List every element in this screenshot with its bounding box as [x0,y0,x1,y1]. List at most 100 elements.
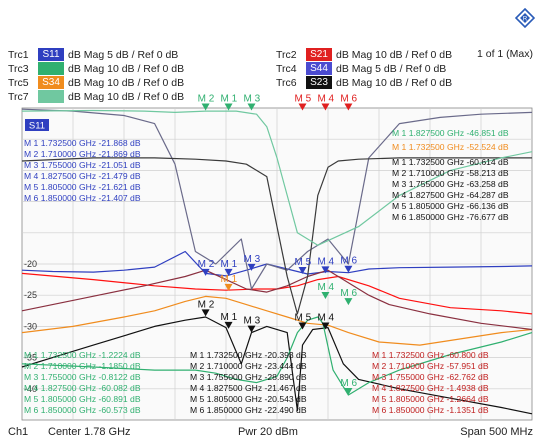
trace-param-badge: S23 [306,76,332,89]
trace-param-badge: S34 [38,76,64,89]
marker-symbol [321,322,330,330]
marker-label: M 6 [340,378,357,389]
svg-text:R: R [523,17,528,23]
marker-symbol [224,283,233,291]
marker-symbol [224,103,233,111]
trace-line-4 [21,272,533,315]
trace-name: Trc3 [8,63,29,75]
marker-readout-tables: M 1 1.732500 GHz -21.868 dBM 2 1.710000 … [24,128,509,415]
status-footer: Ch1 Center 1.78 GHz Pwr 20 dBm Span 500 … [0,424,545,444]
grid-lines [22,108,532,420]
trace-settings: dB Mag 10 dB / Ref 0 dB [68,63,185,75]
marker-readout-row: M 4 1.827500 GHz -21.479 dB [24,171,141,181]
legend-trace-trc1[interactable]: Trc1 S11 dB Mag 5 dB / Ref 0 dB [8,48,178,62]
marker-label: M 6 [340,256,357,267]
marker-readout-row: M 1 1.732500 GHz -52.524 dB [392,142,509,152]
marker-label: M 3 [244,316,261,327]
marker-label: M 2 [198,259,215,270]
marker-label: M 1 [221,259,238,270]
display-range-label: 1 of 1 (Max) [476,48,533,60]
active-trace-label: S11 [29,121,45,132]
marker-label: M 3 [244,93,261,104]
trace-param-badge: S44 [306,62,332,75]
marker-readout-row: M 2 1.710000 GHz -23.444 dB [190,361,307,371]
trace-name: Trc2 [276,49,297,61]
marker-label: M 4 [317,313,334,324]
marker-symbol [247,325,256,333]
marker-label: M 5 [295,313,312,324]
legend-trace-trc5[interactable]: Trc5 S34 dB Mag 10 dB / Ref 0 dB [8,76,184,90]
legend-trace-trc6[interactable]: Trc6 S23 dB Mag 10 dB / Ref 0 dB [276,76,452,90]
marker-symbol [201,309,210,317]
legend-trace-trc7[interactable]: Trc7 dB Mag 10 dB / Ref 0 dB [8,90,184,104]
trace-param-badge [38,62,64,75]
rohde-schwarz-logo-icon: R [515,8,535,28]
marker-label: M 5 [295,257,312,268]
marker-readout-row: M 3 1.755000 GHz -28.890 dB [190,372,307,382]
power-level: Pwr 20 dBm [238,426,298,438]
marker-symbol [224,321,233,329]
marker-readout-row: M 5 1.805000 GHz -66.136 dB [392,201,509,211]
marker-label: M 4 [317,93,334,104]
marker-symbol [344,265,353,273]
marker-readout-row: M 4 1.827500 GHz -1.4938 dB [372,383,489,393]
trace-name: Trc6 [276,77,297,89]
trace-legend: Trc1 S11 dB Mag 5 dB / Ref 0 dB Trc2 S21 dB M… [8,48,538,108]
marker-readout-row: M 4 1.827500 GHz -21.467 dB [190,383,307,393]
marker-readout-row: M 5 1.805000 GHz -20.543 dB [190,394,307,404]
marker-label: M 4 [317,282,334,293]
trace-line-5 [21,269,533,331]
trace-settings: dB Mag 5 dB / Ref 0 dB [336,63,447,75]
marker-symbol [344,103,353,111]
trace-name: Trc4 [276,63,297,75]
marker-symbol [344,388,353,396]
marker-label: M 2 [198,299,215,310]
trace-name: Trc5 [8,77,29,89]
marker-readout-row: M 4 1.827500 GHz -60.082 dB [24,383,141,393]
marker-symbol [224,268,233,276]
trace-lines [21,108,533,415]
marker-readout-row: M 4 1.827500 GHz -64.287 dB [392,190,509,200]
marker-readout-row: M 2 1.710000 GHz -21.869 dB [24,149,141,159]
y-tick-labels: -20 -25 -30 -35 -40 [24,259,37,394]
marker-readout-row: M 1 1.827500 GHz -46.851 dB [392,128,509,138]
marker-readout-row: M 6 1.850000 GHz -1.1351 dB [372,405,489,415]
marker-label: M 6 [340,93,357,104]
marker-symbol [247,263,256,271]
marker-readout-row: M 6 1.850000 GHz -22.490 dB [190,405,307,415]
marker-readout-row: M 3 1.755000 GHz -63.258 dB [392,179,509,189]
legend-trace-trc3[interactable]: Trc3 dB Mag 10 dB / Ref 0 dB [8,62,184,76]
legend-trace-trc4[interactable]: Trc4 S44 dB Mag 5 dB / Ref 0 dB [276,62,446,76]
marker-readout-row: M 6 1.850000 GHz -76.677 dB [392,212,509,222]
y-tick-label: -40 [24,384,37,394]
center-frequency: Center 1.78 GHz [48,426,131,438]
marker-symbol [201,268,210,276]
marker-readout-row: M 3 1.755000 GHz -0.8122 dB [24,372,141,382]
y-tick-label: -20 [24,259,37,269]
marker-symbol [298,322,307,330]
trace-name: Trc1 [8,49,29,61]
marker-symbol [298,103,307,111]
trace-settings: dB Mag 5 dB / Ref 0 dB [68,49,179,61]
marker-symbol [321,103,330,111]
trace-settings: dB Mag 10 dB / Ref 0 dB [336,77,453,89]
active-trace-indicator: S11 [25,119,49,132]
marker-label: M 1 [221,274,238,285]
marker-readout-row: M 6 1.850000 GHz -60.573 dB [24,405,141,415]
y-tick-label: -35 [24,353,37,363]
trace-settings: dB Mag 10 dB / Ref 0 dB [68,77,185,89]
legend-trace-trc2[interactable]: Trc2 S21 dB Mag 10 dB / Ref 0 dB [276,48,452,62]
trace-param-badge [38,90,64,103]
marker-label: M 3 [244,254,261,265]
trace-settings: dB Mag 10 dB / Ref 0 dB [68,91,185,103]
y-tick-label: -30 [24,321,37,331]
marker-symbol [321,266,330,274]
marker-readout-row: M 5 1.805000 GHz -21.621 dB [24,182,141,192]
trace-name: Trc7 [8,91,29,103]
trace-line-8 [21,157,532,315]
marker-readout-row: M 3 1.755000 GHz -62.762 dB [372,372,489,382]
marker-symbol [247,103,256,111]
marker-readout-row: M 1 1.732500 GHz -60.800 dB [372,350,489,360]
marker-readout-row: M 1 1.732500 GHz -60.614 dB [392,157,509,167]
